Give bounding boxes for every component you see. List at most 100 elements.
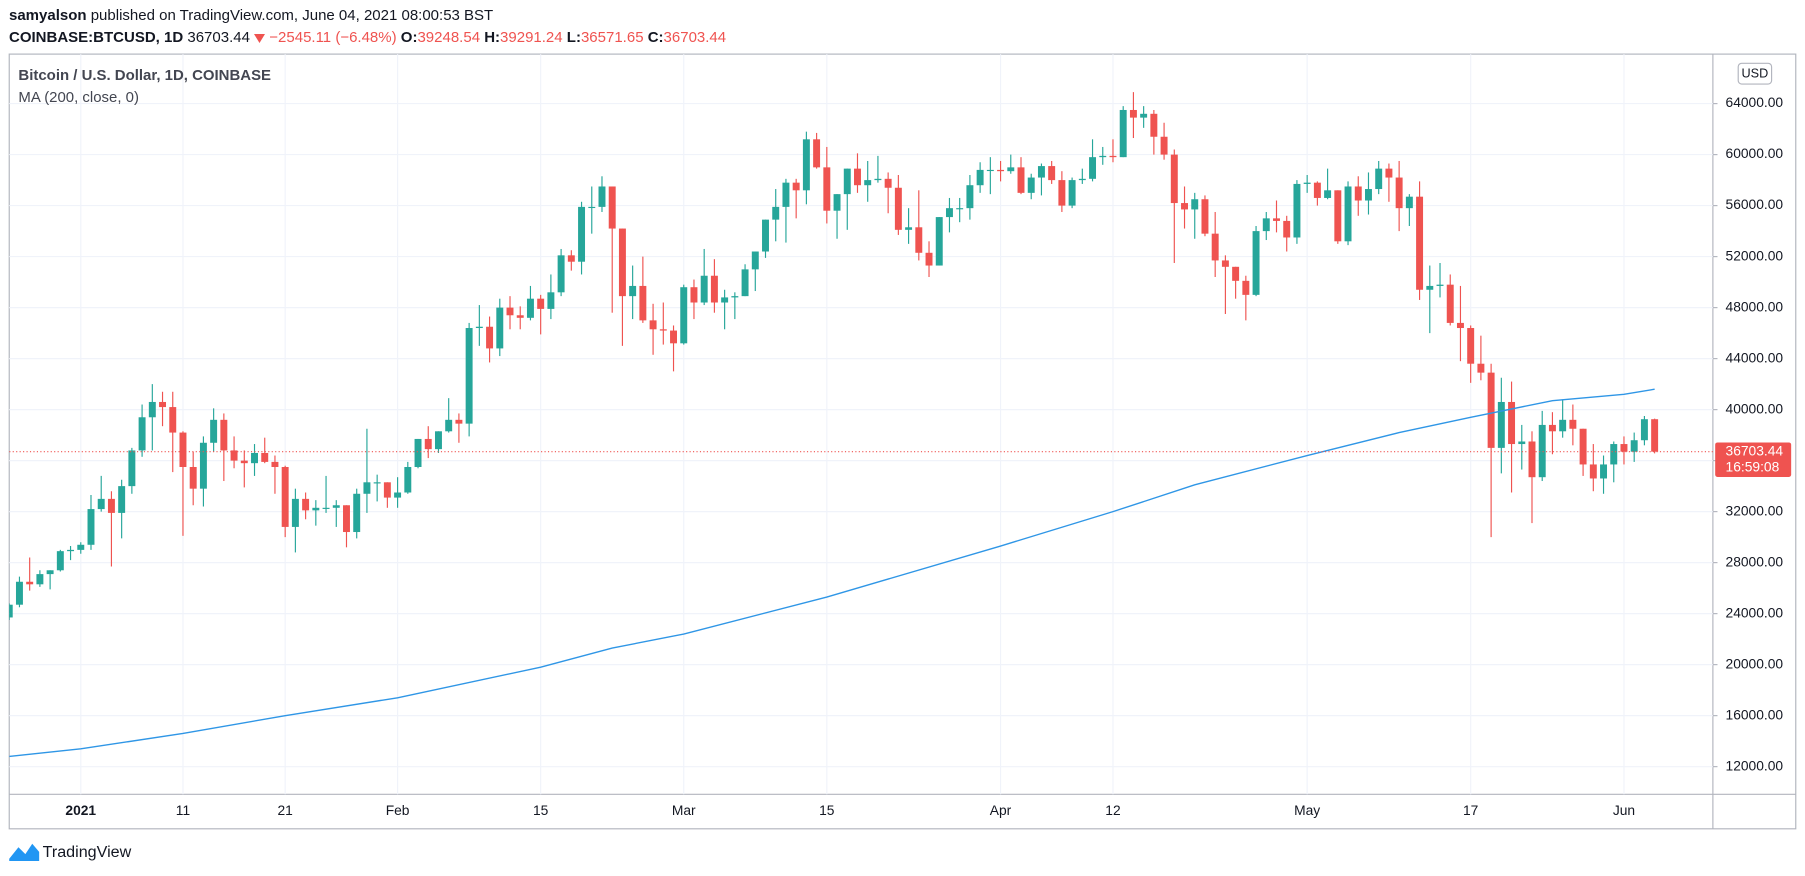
candle-body xyxy=(1579,428,1587,465)
candle-body xyxy=(1375,168,1383,190)
candle-body xyxy=(639,285,647,321)
candle-body xyxy=(629,285,637,297)
candle-body xyxy=(1109,155,1117,158)
candle-body xyxy=(475,326,483,329)
candle-body xyxy=(997,169,1005,172)
x-tick-label: Jun xyxy=(1613,802,1635,818)
candle-body xyxy=(813,139,821,168)
moving-average-line xyxy=(9,388,1655,758)
user: samyalson xyxy=(9,7,87,24)
candle-body xyxy=(1048,166,1056,181)
plot xyxy=(9,92,1713,758)
candle-body xyxy=(1640,419,1648,441)
brand-name: TradingView xyxy=(43,843,132,861)
candle-body xyxy=(751,251,759,270)
candle-body xyxy=(526,298,534,318)
candle-body xyxy=(1089,157,1097,179)
countdown-label: 16:59:08 xyxy=(1726,458,1780,474)
candle-body xyxy=(976,169,984,186)
candle-body xyxy=(700,275,708,303)
candle-body xyxy=(1477,363,1485,373)
candle-body xyxy=(1170,154,1178,204)
candle-body xyxy=(506,307,514,316)
header-line-2: COINBASE:BTCUSD, 1D 36703.44 −2545.11 (−… xyxy=(9,29,726,46)
candle-body xyxy=(1221,260,1229,267)
candle-body xyxy=(169,407,177,433)
header-line-1: samyalson published on TradingView.com, … xyxy=(9,7,493,24)
candle-body xyxy=(567,255,575,262)
candle-body xyxy=(128,450,136,487)
candle-body xyxy=(404,466,412,493)
candle-body xyxy=(77,544,85,550)
candle-body xyxy=(1467,328,1475,364)
candle-body xyxy=(67,549,75,552)
candle-body xyxy=(1518,441,1526,445)
candle-body xyxy=(1191,199,1199,210)
candle-body xyxy=(680,287,688,344)
candle-body xyxy=(281,466,289,527)
candle-body xyxy=(1027,177,1035,193)
candle-body xyxy=(731,296,739,298)
candle-body xyxy=(159,401,167,408)
x-tick-label: Apr xyxy=(990,802,1012,818)
candle-body xyxy=(578,206,586,262)
candle-body xyxy=(935,217,943,266)
candle-body xyxy=(986,169,994,172)
open-label: O: xyxy=(400,29,418,46)
candle-body xyxy=(762,219,769,252)
candle-body xyxy=(15,581,23,605)
candle-body xyxy=(1099,155,1107,158)
candle-body xyxy=(1354,186,1362,201)
candle-body xyxy=(414,438,422,467)
candle-body xyxy=(240,460,248,464)
candle-body xyxy=(1385,168,1393,178)
candle-body xyxy=(189,466,197,489)
open-value: 39248.54 xyxy=(417,29,481,46)
candle-body xyxy=(302,498,310,511)
currency-label[interactable]: USD xyxy=(1742,67,1769,81)
candle-body xyxy=(802,139,810,191)
candle-body xyxy=(36,574,44,585)
candle-body xyxy=(1344,186,1352,242)
candle-body xyxy=(434,431,442,450)
down-arrow xyxy=(254,34,266,44)
x-tick-label: 15 xyxy=(533,802,549,818)
candle-body xyxy=(1600,464,1608,479)
y-tick-label: 16000.00 xyxy=(1726,706,1784,722)
x-tick-label: May xyxy=(1294,802,1320,818)
candle-body xyxy=(1538,424,1546,478)
candle-body xyxy=(56,551,64,571)
change: −2545.11 xyxy=(269,29,332,46)
candle-body xyxy=(394,492,402,498)
y-tick-label: 56000.00 xyxy=(1726,196,1784,212)
candle-body xyxy=(1181,203,1188,210)
candle-body xyxy=(486,326,494,349)
candle-body xyxy=(1416,196,1424,290)
x-tick-label: 17 xyxy=(1463,802,1478,818)
high-label: H: xyxy=(484,29,501,46)
candle-body xyxy=(373,482,381,484)
low-label: L: xyxy=(566,29,581,46)
candle-body xyxy=(9,604,13,618)
candle-body xyxy=(884,178,892,188)
candle-body xyxy=(618,228,626,297)
candle-body xyxy=(1548,424,1556,432)
candle-body xyxy=(26,581,34,585)
currency-button[interactable] xyxy=(1737,62,1773,85)
candle-body xyxy=(46,570,54,575)
candle-body xyxy=(1589,464,1597,479)
candle-body xyxy=(1559,419,1567,432)
candle-body xyxy=(1068,180,1076,206)
candle-body xyxy=(291,498,299,527)
candle-body xyxy=(1487,372,1495,448)
candle-body xyxy=(199,442,207,489)
candle-body xyxy=(1630,440,1638,452)
brand-logo xyxy=(9,843,40,862)
candle-body xyxy=(1262,218,1270,232)
candle-body xyxy=(772,206,780,220)
candle-body xyxy=(945,208,953,218)
candle-body xyxy=(1283,220,1291,238)
candle-body xyxy=(1140,113,1148,118)
candle-body xyxy=(383,482,391,498)
